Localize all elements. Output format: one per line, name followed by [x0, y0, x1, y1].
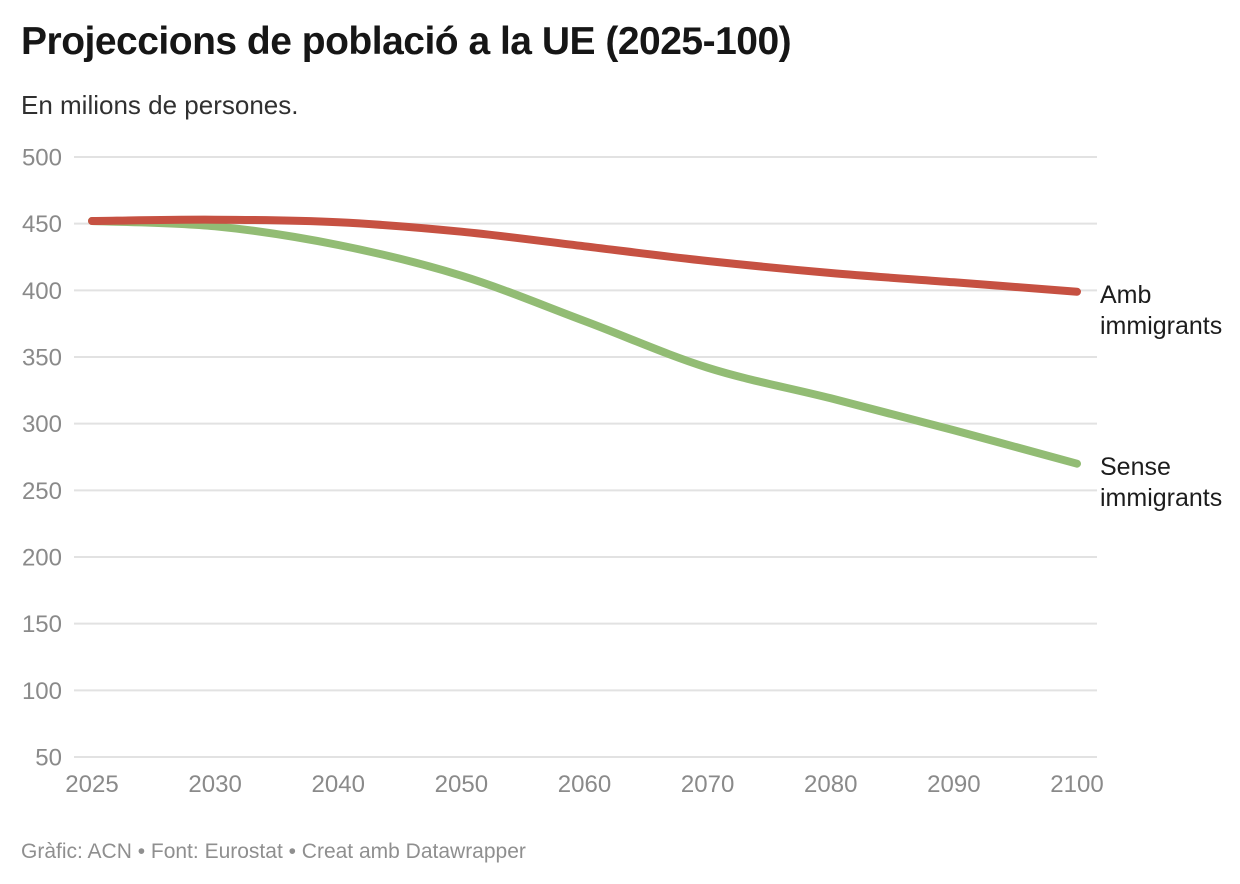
y-tick-label: 350 — [22, 345, 62, 372]
y-tick-label: 50 — [35, 745, 62, 772]
series-label-amb-immigrants: Amb immigrants — [1100, 280, 1223, 340]
y-tick-label: 150 — [22, 611, 62, 638]
chart-subtitle: En milions de persones. — [21, 90, 299, 120]
y-tick-label: 200 — [22, 545, 62, 572]
x-tick-label: 2090 — [927, 771, 980, 798]
series-line-amb-immigrants — [88, 215, 1081, 296]
y-tick-label: 500 — [22, 145, 62, 172]
x-tick-label: 2050 — [435, 771, 488, 798]
series-label-sense-immigrants: Sense immigrants — [1100, 452, 1223, 512]
x-tick-label: 2080 — [804, 771, 857, 798]
x-tick-label: 2040 — [312, 771, 365, 798]
x-tick-label: 2025 — [65, 771, 118, 798]
chart-footer-attribution: Gràfic: ACN • Font: Eurostat • Creat amb… — [21, 840, 526, 863]
x-tick-label: 2060 — [558, 771, 611, 798]
x-tick-label: 2100 — [1050, 771, 1103, 798]
y-tick-label: 100 — [22, 678, 62, 705]
x-tick-label: 2030 — [188, 771, 241, 798]
y-tick-label: 450 — [22, 211, 62, 238]
y-tick-label: 300 — [22, 411, 62, 438]
y-tick-label: 400 — [22, 278, 62, 305]
series-line-sense-immigrants — [88, 217, 1081, 468]
chart-title: Projeccions de població a la UE (2025-10… — [21, 20, 792, 63]
y-tick-label: 250 — [22, 478, 62, 505]
x-tick-label: 2070 — [681, 771, 734, 798]
